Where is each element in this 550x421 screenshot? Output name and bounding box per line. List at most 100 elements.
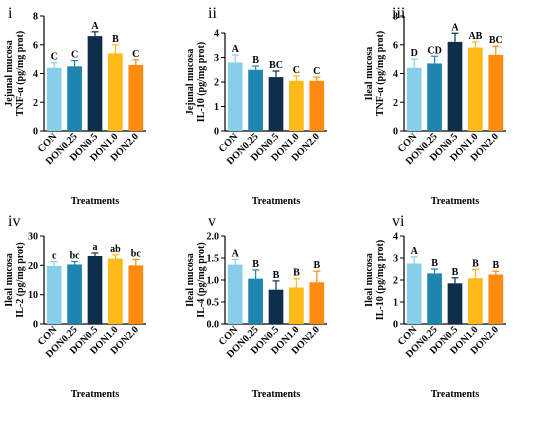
significance-letter: AB bbox=[468, 31, 482, 42]
bar bbox=[87, 255, 103, 324]
bar bbox=[406, 67, 422, 131]
bar bbox=[268, 77, 284, 131]
y-axis-title: Ileal mucosa bbox=[364, 253, 375, 307]
significance-letter: B bbox=[252, 259, 259, 270]
y-tick-label: 20 bbox=[28, 261, 38, 272]
bar bbox=[309, 80, 325, 131]
significance-letter: A bbox=[411, 246, 419, 257]
x-axis-title: Treatments bbox=[431, 389, 480, 400]
bar bbox=[289, 287, 304, 324]
chart-panel-i: i 0 2 4 6 8 Jejunal mucosa TNF-α (pg/mg prot) C C… bbox=[4, 5, 146, 207]
y-tick-label: 4 bbox=[214, 29, 219, 40]
bar bbox=[67, 264, 82, 324]
y-axis-title: IL-2 (pg/mg prot) bbox=[15, 242, 26, 317]
y-tick-label: 8 bbox=[393, 12, 398, 23]
bar bbox=[468, 278, 483, 324]
significance-letter: B bbox=[452, 267, 459, 278]
bar bbox=[227, 62, 243, 131]
chart-panel-iii: iii 0 2 4 6 8 Ileal mucosa TNF-α (pg/mg prot) DC… bbox=[364, 5, 506, 207]
y-axis-title: Ileal mucosa bbox=[364, 47, 375, 101]
y-tick-label: 0.0 bbox=[207, 320, 220, 331]
bar bbox=[268, 289, 284, 324]
significance-letter: bc bbox=[70, 251, 81, 262]
bar bbox=[447, 283, 463, 324]
panel-label: iii bbox=[392, 5, 406, 22]
bar bbox=[128, 265, 144, 324]
bar bbox=[227, 264, 243, 324]
significance-letter: B bbox=[252, 55, 259, 66]
y-axis-title: Jejunal mucosa bbox=[4, 40, 15, 106]
bar bbox=[108, 53, 123, 131]
significance-letter: A bbox=[232, 44, 240, 55]
bar bbox=[427, 273, 442, 324]
y-tick-label: 6 bbox=[33, 40, 38, 51]
y-tick-label: 1.0 bbox=[207, 276, 220, 287]
y-tick-label: 2 bbox=[393, 98, 398, 109]
significance-letter: ab bbox=[110, 244, 121, 255]
y-tick-label: 4 bbox=[393, 69, 398, 80]
panel-label: v bbox=[208, 213, 216, 230]
panel-label: i bbox=[8, 5, 13, 22]
y-tick-label: 0 bbox=[214, 127, 219, 138]
y-tick-label: 10 bbox=[28, 290, 38, 301]
significance-letter: C bbox=[71, 50, 78, 61]
panel-label: ii bbox=[208, 5, 217, 22]
significance-letter: B bbox=[492, 260, 499, 271]
chart-panel-ii: ii 0 1 2 3 4 Jejunal mucosa IL-10 (pg/mg prot) A… bbox=[185, 5, 327, 207]
bar bbox=[289, 80, 304, 131]
significance-letter: D bbox=[411, 48, 418, 59]
y-axis-title: Jejunal mucosa bbox=[185, 49, 196, 115]
significance-letter: B bbox=[472, 258, 479, 269]
significance-letter: C bbox=[313, 66, 320, 77]
significance-letter: B bbox=[293, 268, 300, 279]
y-tick-label: 2 bbox=[393, 276, 398, 287]
y-tick-label: 0 bbox=[393, 127, 398, 138]
y-axis-title: IL-10 (pg/mg prot) bbox=[375, 240, 386, 320]
significance-letter: A bbox=[451, 22, 459, 33]
y-tick-label: 0 bbox=[33, 127, 38, 138]
x-axis-title: Treatments bbox=[252, 196, 301, 207]
x-axis-title: Treatments bbox=[71, 389, 120, 400]
bar bbox=[427, 63, 442, 131]
y-tick-label: 1.5 bbox=[207, 254, 220, 265]
y-axis-title: Ileal mucosa bbox=[4, 253, 15, 307]
y-axis-title: Ileal mucosa bbox=[185, 253, 196, 307]
y-axis-title: IL-4 (pg/mg prot) bbox=[196, 242, 207, 317]
x-axis-title: Treatments bbox=[71, 196, 120, 207]
significance-letter: A bbox=[232, 248, 240, 259]
significance-letter: BC bbox=[269, 60, 283, 71]
bar bbox=[488, 274, 504, 324]
significance-letter: C bbox=[293, 65, 300, 76]
significance-letter: BC bbox=[489, 35, 503, 46]
significance-letter: B bbox=[112, 34, 119, 45]
y-tick-label: 2 bbox=[214, 78, 219, 89]
bar bbox=[248, 69, 263, 131]
y-tick-label: 2 bbox=[33, 98, 38, 109]
bar bbox=[46, 67, 62, 131]
significance-letter: A bbox=[91, 21, 99, 32]
y-tick-label: 0.5 bbox=[207, 298, 220, 309]
y-tick-label: 3 bbox=[393, 254, 398, 265]
bar bbox=[87, 36, 103, 131]
bar bbox=[128, 64, 144, 131]
significance-letter: a bbox=[93, 242, 98, 253]
y-axis-title: IL-10 (pg/mg prot) bbox=[196, 42, 207, 122]
x-axis-title: Treatments bbox=[252, 389, 301, 400]
bar bbox=[108, 258, 123, 324]
x-axis-title: Treatments bbox=[431, 196, 480, 207]
significance-letter: B bbox=[313, 260, 320, 271]
panel-label: vi bbox=[392, 213, 405, 230]
y-tick-label: 1 bbox=[393, 298, 398, 309]
bar bbox=[46, 265, 62, 324]
y-tick-label: 4 bbox=[393, 232, 398, 243]
y-tick-label: 6 bbox=[393, 40, 398, 51]
bar bbox=[488, 54, 504, 131]
y-tick-label: 8 bbox=[33, 12, 38, 23]
significance-letter: C bbox=[51, 52, 58, 63]
bar bbox=[67, 66, 82, 131]
bar bbox=[447, 41, 463, 131]
bar bbox=[309, 282, 325, 324]
